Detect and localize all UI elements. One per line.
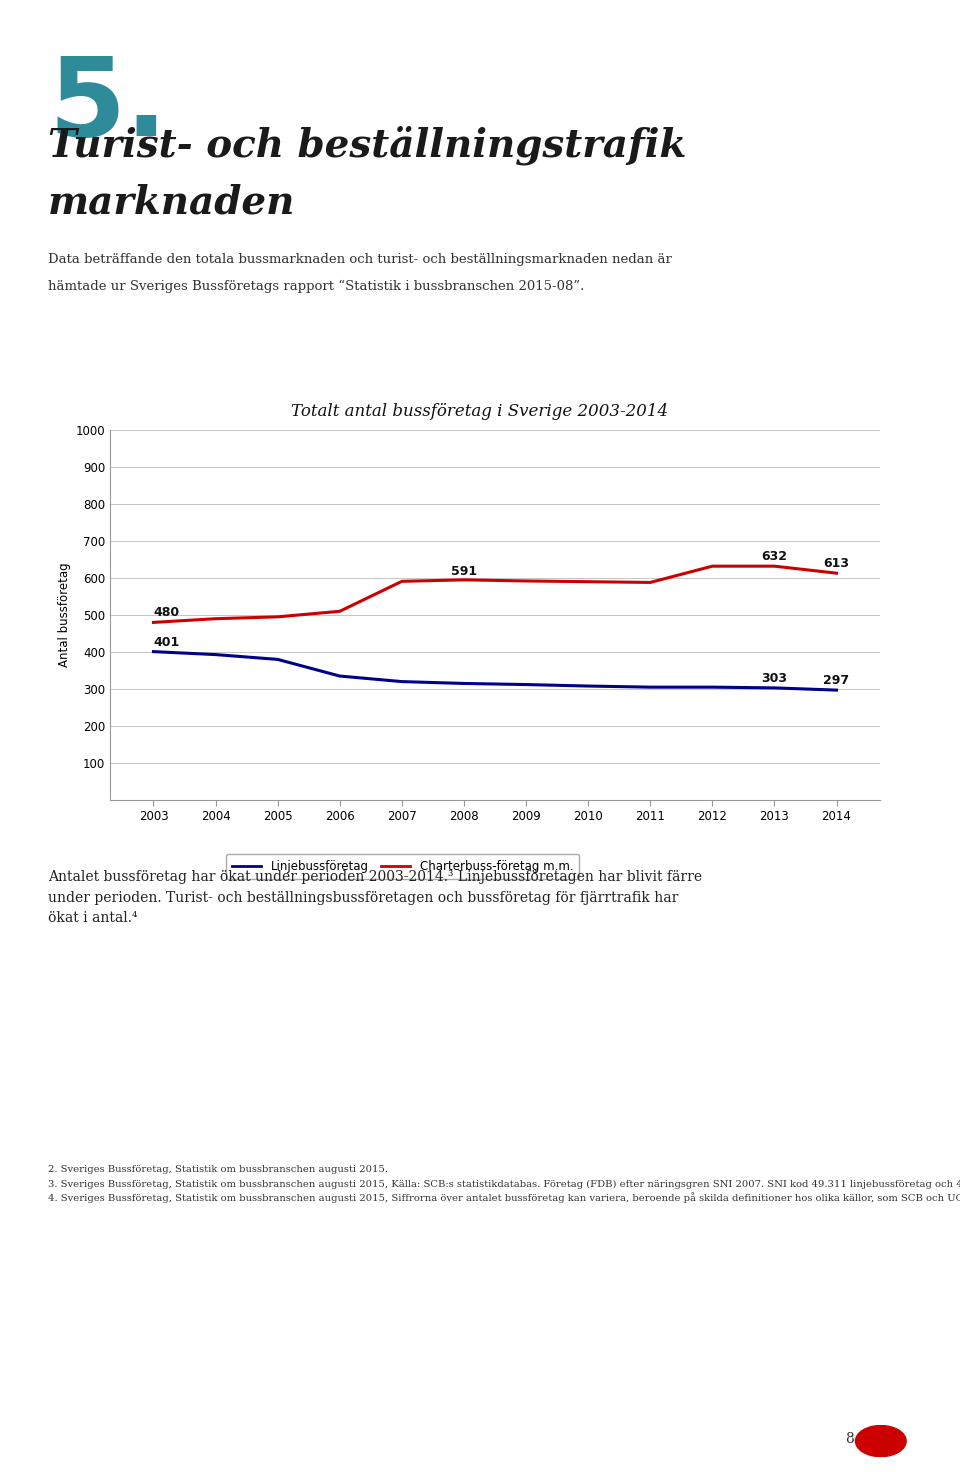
Text: 632: 632 — [761, 551, 787, 564]
Text: Antalet bussföretag har ökat under perioden 2003-2014.³ Linjebussföretagen har b: Antalet bussföretag har ökat under perio… — [48, 870, 702, 926]
Text: hämtade ur Sveriges Bussföretags rapport “Statistik i bussbranschen 2015-08”.: hämtade ur Sveriges Bussföretags rapport… — [48, 280, 585, 293]
Text: marknaden: marknaden — [48, 184, 296, 222]
Legend: Linjebussföretag, Charterbuss-företag m.m.: Linjebussföretag, Charterbuss-företag m.… — [226, 854, 579, 879]
Text: 2. Sveriges Bussföretag, Statistik om bussbranschen augusti 2015.
3. Sveriges Bu: 2. Sveriges Bussföretag, Statistik om bu… — [48, 1164, 960, 1204]
Text: Turist- och beställningstrafik: Turist- och beställningstrafik — [48, 125, 686, 165]
Y-axis label: Antal bussföretag: Antal bussföretag — [59, 562, 71, 667]
Text: 613: 613 — [824, 558, 850, 570]
Text: 591: 591 — [451, 565, 477, 578]
Text: Data beträffande den totala bussmarknaden och turist- och beställningsmarknaden : Data beträffande den totala bussmarknade… — [48, 253, 672, 266]
Text: 8: 8 — [845, 1431, 853, 1446]
Text: 303: 303 — [761, 671, 787, 684]
Text: 297: 297 — [824, 674, 850, 687]
Text: 401: 401 — [154, 636, 180, 649]
Text: 480: 480 — [154, 606, 180, 620]
Text: 5.: 5. — [48, 52, 167, 159]
Circle shape — [855, 1425, 906, 1457]
Text: Totalt antal bussföretag i Sverige 2003-2014: Totalt antal bussföretag i Sverige 2003-… — [292, 403, 668, 420]
